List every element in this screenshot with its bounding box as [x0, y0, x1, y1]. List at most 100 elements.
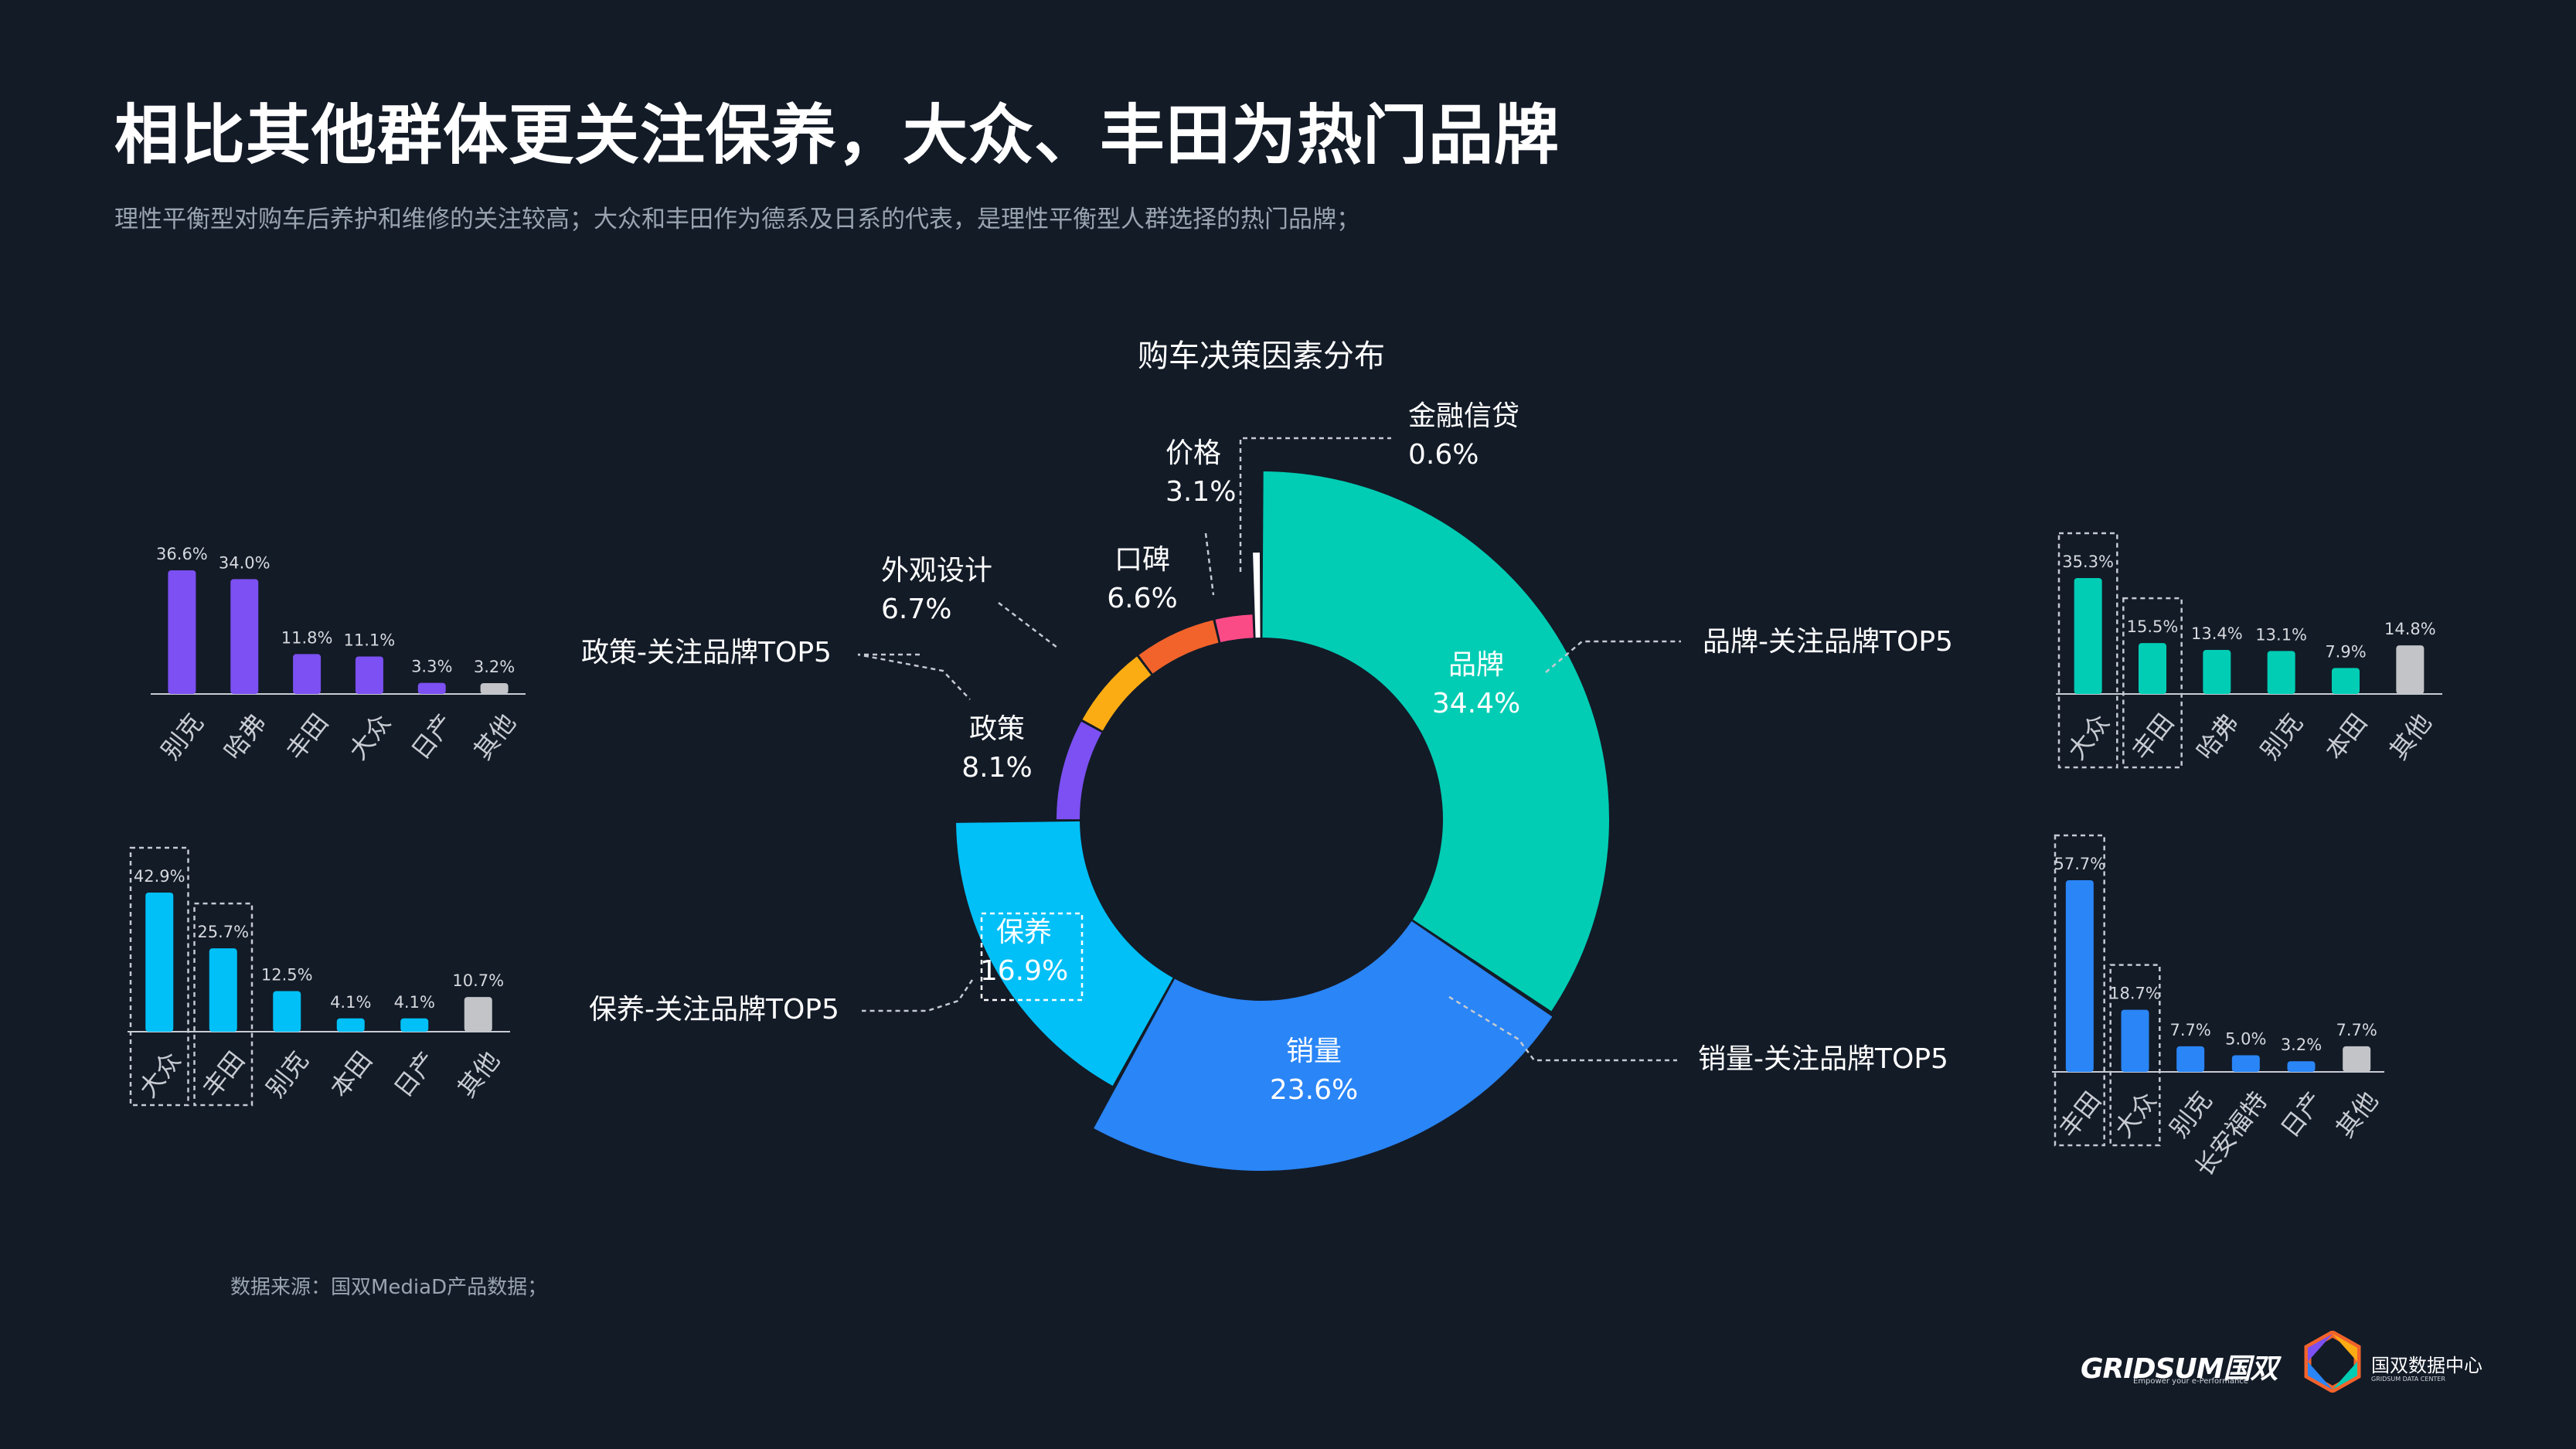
donut-slice-label: 政策 [969, 713, 1025, 745]
bar-highlight-box [2057, 532, 2118, 769]
page-subtitle: 理性平衡型对购车后养护和维修的关注较高；大众和丰田作为德系及日系的代表，是理性平… [114, 206, 1360, 233]
donut-slice [1057, 721, 1102, 820]
bar-value-label: 12.5% [261, 966, 313, 985]
bar-value-label: 4.1% [394, 993, 435, 1012]
bar [209, 948, 237, 1032]
bar-value-label: 5.0% [2225, 1030, 2266, 1049]
datacenter-name: 国双数据中心 [2371, 1355, 2482, 1376]
leader-line [1448, 995, 1677, 1062]
bar [230, 579, 259, 694]
bar [400, 1018, 429, 1032]
donut-slice [1082, 656, 1152, 731]
bar-category-label: 其他 [2384, 708, 2437, 765]
bar-category-label: 别克 [2164, 1086, 2217, 1143]
donut-slice-value: 8.1% [961, 752, 1032, 784]
maintenance-top5-bar-chart: 42.9% 大众 25.7% 丰田 12.5% 别克 4.1% 本田 4.1% 日产 10.7% 其他 [128, 846, 510, 1107]
donut-slice-label: 销量 [1286, 1036, 1342, 1067]
donut-slice-label: 外观设计 [881, 555, 992, 587]
policy-top5-label: 政策-关注品牌TOP5 [581, 637, 832, 668]
bar-value-label: 4.1% [330, 993, 371, 1012]
bar [336, 1018, 365, 1032]
bar-value-label: 7.9% [2325, 642, 2366, 661]
donut-slice-value: 0.6% [1408, 439, 1479, 471]
bar-category-label: 大众 [343, 708, 396, 765]
bar [417, 682, 446, 694]
donut-slice-label: 价格 [1165, 437, 1221, 469]
bar [293, 654, 322, 694]
bar-value-label: 13.4% [2191, 624, 2243, 643]
bar-category-label: 别克 [260, 1046, 314, 1103]
donut-slice [1094, 921, 1553, 1171]
donut-slice [1262, 471, 1609, 1012]
bar-value-label: 3.2% [474, 658, 515, 676]
bar-category-label: 大众 [133, 1046, 186, 1103]
bar [2121, 1009, 2149, 1072]
gridsum-logo: GRIDSUM国双 [2081, 1353, 2278, 1385]
bar [2176, 1046, 2205, 1072]
bar [2332, 668, 2360, 694]
bar [480, 683, 509, 694]
bar-value-label: 25.7% [197, 923, 249, 941]
donut-slice-value: 6.7% [881, 594, 951, 625]
brand-top5-label: 品牌-关注品牌TOP5 [1703, 626, 1953, 658]
bar [2343, 1046, 2371, 1072]
bar-value-label: 13.1% [2255, 625, 2307, 644]
bar-highlight-box [2122, 597, 2183, 769]
donut-leader-line [998, 602, 1058, 648]
bar-value-label: 15.5% [2127, 617, 2179, 636]
bar [2065, 880, 2094, 1072]
bar [2396, 645, 2425, 694]
bar-category-label: 哈弗 [2190, 708, 2244, 765]
bar-value-label: 10.7% [452, 971, 504, 990]
bar-category-label: 别克 [2255, 708, 2309, 765]
bar-value-label: 57.7% [2054, 855, 2105, 873]
donut-slice-value: 34.4% [1432, 688, 1520, 719]
bar-category-label: 日产 [2275, 1086, 2328, 1143]
bar-value-label: 3.3% [411, 658, 452, 676]
donut-slice-label: 金融信贷 [1408, 400, 1519, 432]
donut-slice [1215, 614, 1254, 643]
bar [2139, 643, 2166, 694]
bar-category-label: 丰田 [281, 708, 334, 765]
bar-category-label: 哈弗 [218, 708, 271, 765]
sales-top5-label: 销量-关注品牌TOP5 [1698, 1043, 1948, 1075]
datacenter-en: GRIDSUM DATA CENTER [2371, 1376, 2445, 1383]
bar-highlight-box [193, 902, 254, 1107]
bar-value-label: 14.8% [2384, 620, 2436, 638]
gridsum-tagline: Empower your e-Performance [2133, 1377, 2248, 1386]
donut-slice [956, 821, 1173, 1086]
bar-highlight-box [2109, 964, 2161, 1147]
donut-leader-line [1239, 437, 1391, 572]
bar-highlight-box [129, 846, 189, 1107]
bar [2074, 578, 2102, 694]
bar [2231, 1055, 2260, 1072]
bar-value-label: 11.8% [281, 628, 333, 647]
bar-value-label: 42.9% [134, 867, 185, 886]
donut-leader-line [1204, 532, 1215, 596]
bar-category-label: 本田 [2319, 708, 2373, 765]
bar [273, 991, 301, 1032]
bar-category-label: 丰田 [197, 1046, 250, 1103]
bar-category-label: 丰田 [2126, 708, 2180, 765]
bar-category-label: 大众 [2108, 1086, 2162, 1143]
bar [2287, 1061, 2316, 1072]
bar-category-label: 本田 [325, 1046, 378, 1103]
donut-slice-value: 3.1% [1165, 476, 1236, 508]
bar-value-label: 7.7% [2169, 1021, 2210, 1039]
bar-category-label: 丰田 [2054, 1086, 2107, 1143]
datacenter-logo-icon [2304, 1331, 2361, 1393]
bar-category-label: 其他 [468, 708, 521, 765]
bar-category-label: 大众 [2062, 708, 2115, 765]
bar [145, 893, 174, 1032]
donut-slice-value: 16.9% [980, 955, 1068, 987]
data-source-note: 数据来源：国双MediaD产品数据； [230, 1276, 548, 1299]
donut-slice-label: 口碑 [1114, 544, 1170, 576]
bar-value-label: 36.6% [156, 545, 208, 563]
bar-value-label: 11.1% [344, 631, 396, 649]
brand-top5-bar-chart: 35.3% 大众 15.5% 丰田 13.4% 哈弗 13.1% 别克 7.9% 本田 14.8% 其… [2056, 532, 2442, 769]
bar [2203, 650, 2231, 694]
leader-line [1545, 640, 1681, 673]
leader-line [862, 979, 974, 1012]
